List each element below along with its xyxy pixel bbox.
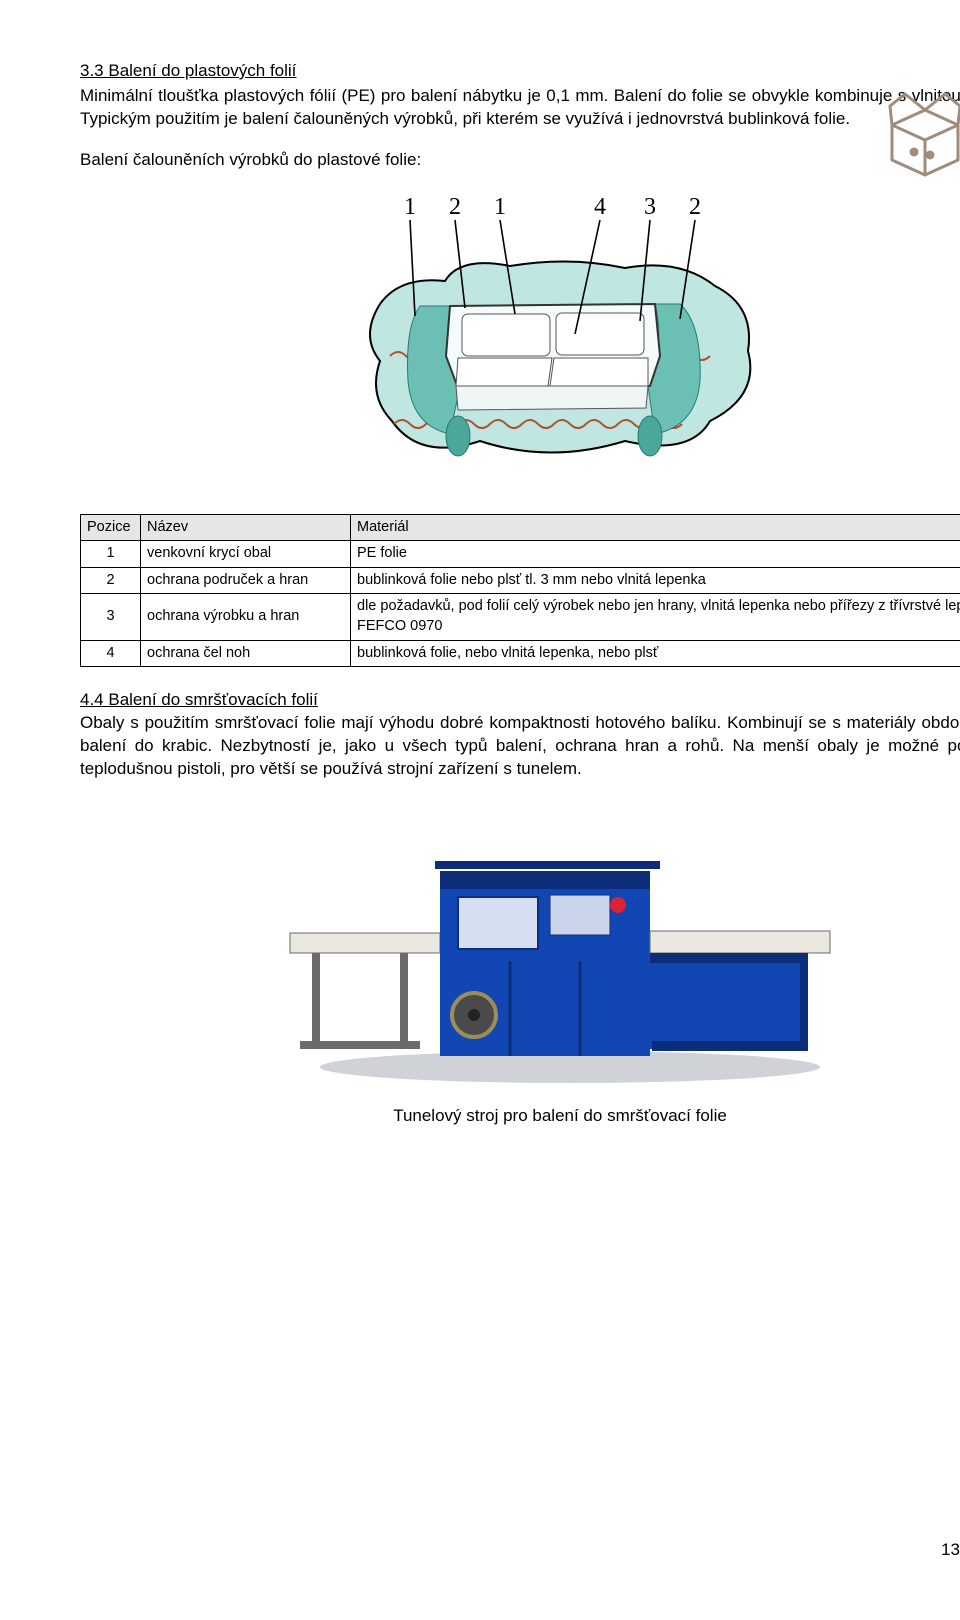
th-nazev: Název [141, 514, 351, 541]
cell-name: venkovní krycí obal [141, 541, 351, 568]
table-row: 4ochrana čel nohbublinková folie, nebo v… [81, 640, 960, 667]
cell-name: ochrana výrobku a hran [141, 594, 351, 640]
th-pozice: Pozice [81, 514, 141, 541]
section-44-heading: 4.4 Balení do smršťovacích folií [80, 689, 960, 712]
materials-table: Pozice Název Materiál 1venkovní krycí ob… [80, 514, 960, 667]
th-material: Materiál [351, 514, 960, 541]
cell-material: bublinková folie, nebo vlnitá lepenka, n… [351, 640, 960, 667]
corner-logo-icon [880, 80, 960, 187]
cell-pos: 1 [81, 541, 141, 568]
cell-pos: 4 [81, 640, 141, 667]
section-44-paragraph: Obaly s použitím smršťovací folie mají v… [80, 712, 960, 781]
svg-text:2: 2 [449, 194, 461, 220]
section-33-paragraph: Minimální tloušťka plastových fólií (PE)… [80, 85, 960, 131]
svg-text:3: 3 [644, 194, 656, 220]
svg-text:4: 4 [594, 194, 606, 220]
cell-material: PE folie [351, 541, 960, 568]
svg-text:1: 1 [494, 194, 506, 220]
section-33-subpara: Balení čalouněních výrobků do plastové f… [80, 149, 960, 172]
section-44-heading-text: 4.4 Balení do smršťovacích folií [80, 690, 318, 709]
tunnel-machine-photo [80, 801, 960, 1091]
svg-text:2: 2 [689, 194, 701, 220]
cell-name: ochrana područek a hran [141, 567, 351, 594]
cell-material: dle požadavků, pod folií celý výrobek ne… [351, 594, 960, 640]
table-row: 2ochrana područek a hranbublinková folie… [81, 567, 960, 594]
packaging-diagram: 1 2 1 4 3 2 [80, 186, 960, 486]
page-number: 13 [941, 1539, 960, 1562]
cell-name: ochrana čel noh [141, 640, 351, 667]
cell-material: bublinková folie nebo plsť tl. 3 mm nebo… [351, 567, 960, 594]
section-33-heading: 3.3 Balení do plastových folií [80, 60, 960, 83]
cell-pos: 2 [81, 567, 141, 594]
table-header-row: Pozice Název Materiál [81, 514, 960, 541]
table-row: 3ochrana výrobku a hrandle požadavků, po… [81, 594, 960, 640]
svg-text:1: 1 [404, 194, 416, 220]
cell-pos: 3 [81, 594, 141, 640]
machine-caption: Tunelový stroj pro balení do smršťovací … [80, 1105, 960, 1128]
table-row: 1venkovní krycí obalPE folie [81, 541, 960, 568]
